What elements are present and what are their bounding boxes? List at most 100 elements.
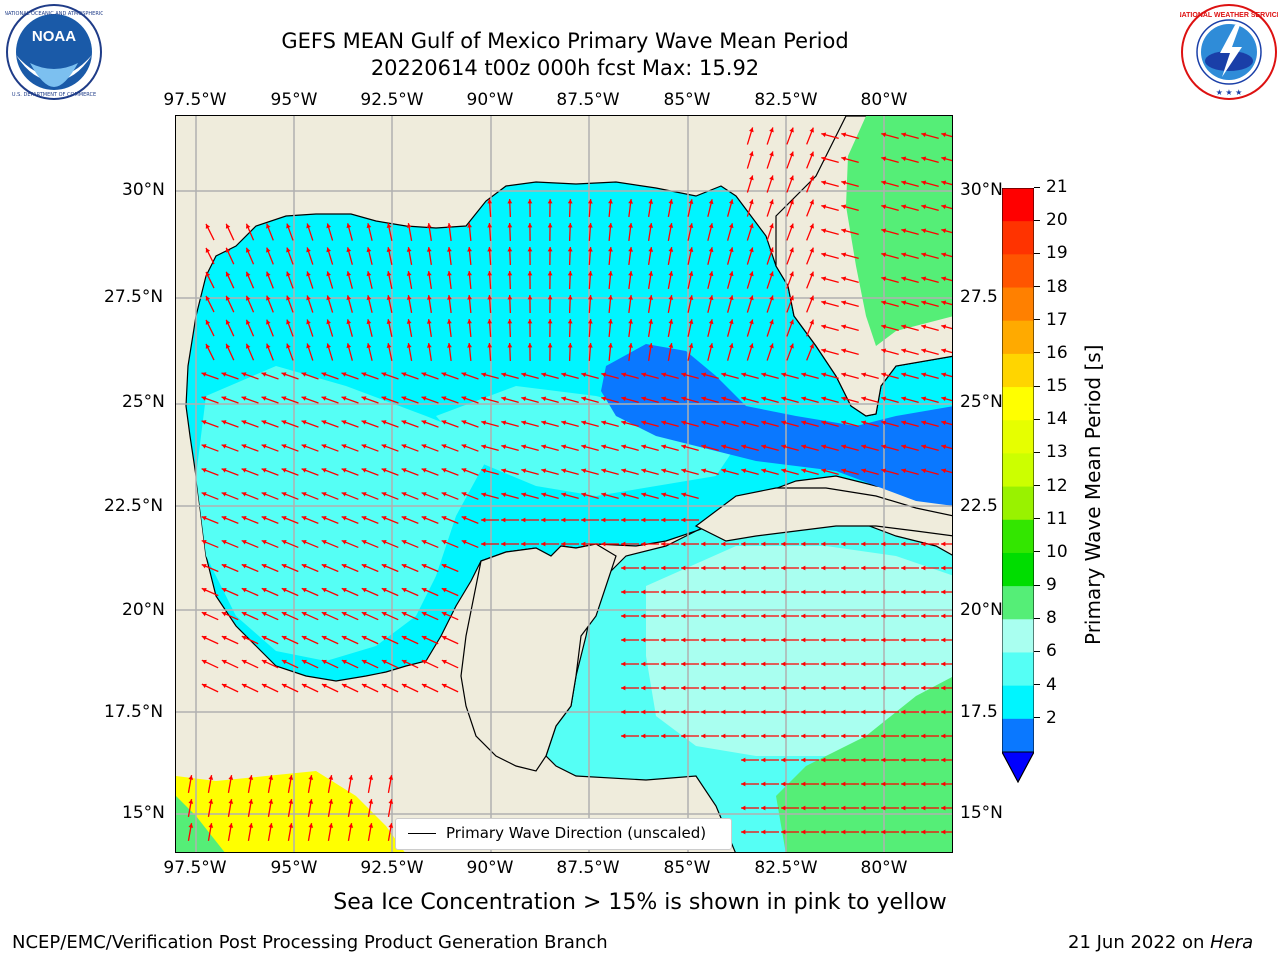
wave-arrow-head — [801, 396, 807, 402]
wave-arrow-head — [641, 685, 646, 691]
wave-arrow-head — [381, 683, 387, 689]
date-text: 21 Jun 2022 on — [1068, 932, 1205, 953]
wave-arrow-head — [681, 420, 687, 426]
wave-arrow-head — [461, 420, 467, 425]
wave-arrow-head — [761, 781, 766, 787]
wave-arrow-head — [901, 132, 907, 138]
wave-arrow-head — [507, 319, 513, 324]
wave-arrow-head — [581, 541, 586, 547]
wave-arrow-head — [461, 492, 467, 497]
wave-arrow-head — [761, 541, 766, 547]
svg-text:★ ★ ★: ★ ★ ★ — [1216, 88, 1243, 97]
wave-arrow-head — [841, 228, 847, 234]
wave-arrow-head — [361, 372, 367, 377]
wave-arrow-head — [266, 271, 271, 277]
wave-period-map — [175, 115, 953, 853]
lon-label-top: 92.5°W — [360, 90, 424, 110]
wave-arrow-head — [789, 295, 794, 301]
wave-arrow-head — [861, 685, 866, 691]
wave-arrow-head — [581, 444, 587, 450]
western-band — [196, 366, 486, 661]
wave-arrow-head — [648, 223, 654, 228]
wave-arrow-head — [749, 295, 754, 301]
wave-arrow-head — [821, 637, 826, 643]
atlantic-water — [846, 116, 952, 346]
wave-arrow-head — [881, 204, 887, 210]
wave-arrow-head — [401, 492, 407, 497]
wave-arrow-head — [921, 156, 927, 162]
wave-arrow-head — [386, 247, 392, 252]
wave-arrow-head — [941, 661, 946, 667]
wave-arrow-head — [406, 319, 412, 324]
wave-arrow-head — [881, 372, 887, 378]
wave-arrow-head — [306, 295, 311, 301]
wave-arrow-head — [921, 805, 926, 811]
wave-arrow-head — [741, 541, 746, 547]
wave-arrow-head — [821, 444, 827, 450]
cuba-land — [694, 487, 952, 542]
wave-arrow-head — [921, 396, 927, 402]
wave-arrow-head — [245, 295, 251, 301]
wave-arrow-head — [268, 799, 274, 804]
wave-arrow-head — [201, 420, 207, 425]
colorbar-swatch — [1002, 254, 1034, 289]
wave-arrow-head — [321, 396, 327, 401]
wave-arrow-head — [749, 127, 754, 133]
chart-title: GEFS MEAN Gulf of Mexico Primary Wave Me… — [281, 29, 849, 53]
wave-arrow-head — [901, 324, 907, 330]
wave-arrow-head — [261, 635, 267, 641]
wave-arrow-head — [245, 223, 251, 229]
wave-arrow-head — [941, 685, 946, 691]
wave-arrow-head — [321, 683, 327, 689]
wave-arrow-head — [641, 396, 647, 402]
wave-arrow-head — [781, 781, 786, 787]
wave-arrow-head — [261, 516, 267, 521]
wave-arrow-head — [521, 420, 527, 426]
svg-text:NOAA: NOAA — [32, 28, 76, 45]
wave-arrow-head — [841, 348, 847, 354]
wave-arrow-head — [861, 589, 866, 595]
wave-arrow-head — [749, 151, 754, 157]
wave-arrow-head — [801, 685, 806, 691]
wave-arrow-head — [541, 444, 547, 450]
wave-arrow-head — [801, 541, 806, 547]
wave-arrow-head — [628, 343, 633, 348]
wave-arrow-head — [321, 516, 327, 521]
wave-arrow-head — [501, 444, 507, 450]
wave-arrow-head — [381, 420, 387, 425]
wave-arrow-head — [741, 613, 746, 619]
wave-arrow-head — [861, 444, 867, 450]
wave-arrow-head — [681, 517, 686, 523]
wave-arrow-head — [841, 613, 846, 619]
wave-arrow-head — [628, 271, 633, 276]
wave-arrow-head — [301, 468, 307, 473]
wave-arrow-head — [541, 492, 547, 498]
wave-arrow-head — [789, 343, 794, 349]
wave-arrow-head — [881, 805, 886, 811]
wave-arrow-head — [286, 319, 291, 325]
wave-arrow-head — [901, 252, 907, 258]
wave-arrow-head — [361, 396, 367, 401]
wave-arrow-head — [628, 223, 633, 228]
colorbar-tick-label: 18 — [1034, 277, 1068, 297]
wave-arrow-head — [621, 613, 626, 619]
wave-arrow-head — [628, 319, 633, 324]
wave-arrow-head — [208, 823, 214, 828]
wave-arrow-head — [361, 444, 367, 449]
wave-arrow-head — [881, 565, 886, 571]
wave-arrow-head — [401, 468, 407, 473]
wave-arrow-head — [587, 343, 593, 348]
wave-arrow-head — [321, 587, 327, 593]
wave-arrow-head — [701, 565, 706, 571]
wave-arrow-head — [301, 659, 307, 665]
wave-arrow-head — [328, 799, 334, 804]
wave-arrow-head — [661, 589, 666, 595]
wave-arrow-head — [841, 396, 847, 402]
wave-arrow-head — [286, 295, 291, 301]
wave-arrow-head — [921, 180, 927, 186]
wave-arrow-head — [421, 420, 427, 425]
wave-arrow-head — [801, 565, 806, 571]
wave-arrow-head — [368, 799, 374, 804]
wave-arrow-head — [701, 372, 707, 378]
wave-arrow-head — [641, 541, 646, 547]
